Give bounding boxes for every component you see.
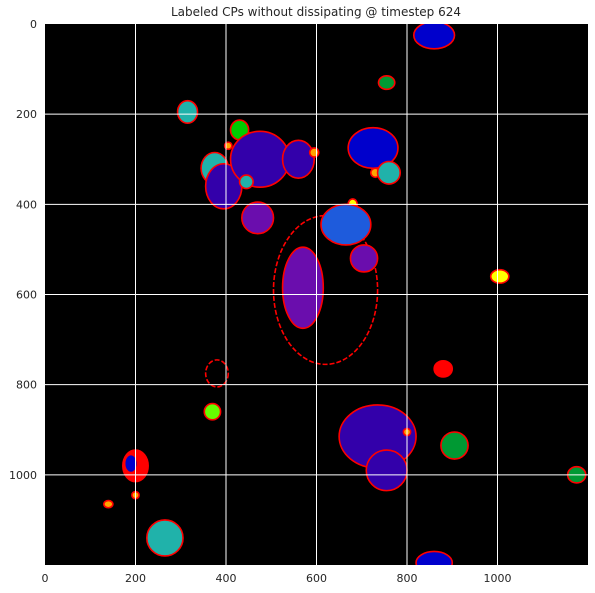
region-14 <box>242 202 274 234</box>
region-10 <box>240 175 254 189</box>
x-tick-label-1: 200 <box>125 572 146 585</box>
region-2 <box>178 101 198 124</box>
region-19 <box>491 270 509 284</box>
region-7 <box>231 131 290 187</box>
region-17 <box>350 245 377 272</box>
region-16 <box>321 204 371 245</box>
x-tick-label-0: 0 <box>42 572 49 585</box>
y-tick-label-3: 600 <box>16 289 37 302</box>
region-1 <box>378 76 394 90</box>
region-21 <box>204 404 220 420</box>
region-9 <box>310 148 319 157</box>
y-tick-label-4: 800 <box>16 379 37 392</box>
region-8 <box>283 140 315 178</box>
y-tick-label-2: 400 <box>16 198 37 211</box>
plot-area <box>45 22 588 574</box>
region-25 <box>441 432 468 459</box>
region-31 <box>147 520 183 556</box>
chart-title: Labeled CPs without dissipating @ timest… <box>171 5 461 19</box>
y-tick-label-1: 200 <box>16 108 37 121</box>
region-30 <box>104 501 113 508</box>
x-tick-label-2: 400 <box>216 572 237 585</box>
region-13 <box>378 162 401 185</box>
region-20 <box>434 361 452 377</box>
x-tick-label-5: 1000 <box>484 572 512 585</box>
region-32 <box>416 551 452 574</box>
x-tick-label-4: 800 <box>397 572 418 585</box>
y-axis-ticks: 0 200 400 600 800 1000 <box>9 18 37 482</box>
x-tick-label-3: 600 <box>306 572 327 585</box>
region-23 <box>366 450 407 491</box>
region-0 <box>414 22 455 49</box>
x-axis-ticks: 0 200 400 600 800 1000 <box>42 572 512 585</box>
y-tick-label-0: 0 <box>30 18 37 31</box>
region-18 <box>283 247 324 328</box>
y-tick-label-5: 1000 <box>9 469 37 482</box>
